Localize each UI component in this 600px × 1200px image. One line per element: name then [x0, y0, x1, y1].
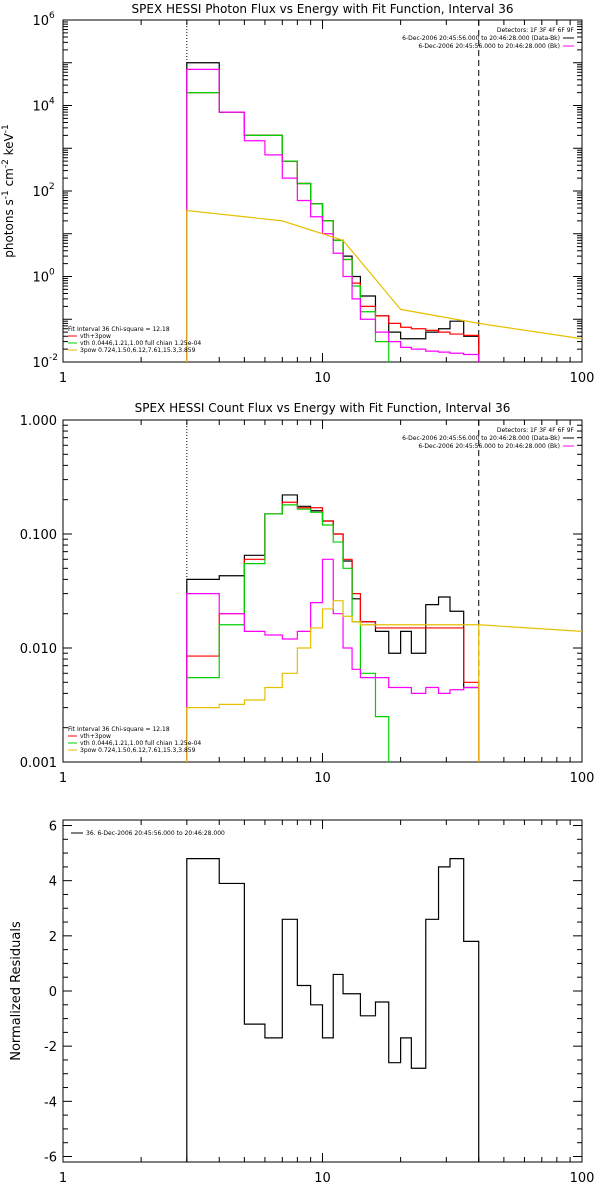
fit-legend-text: 3pow 0.724,1.50,6.12,7.61,15.3,3.859 — [80, 747, 196, 754]
top-legend: Detectors: 1F 3F 4F 6F 9F6-Dec-2006 20:4… — [402, 27, 574, 50]
y-tick-label: -6 — [44, 1150, 57, 1165]
plot-area — [186, 420, 582, 762]
fit-legend: Fit Interval 36 Chi-square = 12.18vth+3p… — [68, 326, 201, 354]
chart-title: SPEX HESSI Count Flux vs Energy with Fit… — [135, 401, 511, 415]
residual-legend: 36. 6-Dec-2006 20:45:56.000 to 20:46:28.… — [71, 830, 225, 837]
plot-area — [186, 20, 582, 362]
y-tick-label: 1.000 — [20, 414, 57, 429]
y-tick-label: 10 — [32, 356, 49, 371]
legend-detectors: Detectors: 1F 3F 4F 6F 9F — [497, 427, 575, 434]
y-tick-label: 10 — [32, 185, 49, 200]
y-axis-label-part: -2 — [1, 159, 11, 168]
legend-entry-text: 6-Dec-2006 20:45:56.000 to 20:46:28.000 … — [402, 35, 560, 42]
y-axis-label-part: keV — [2, 132, 16, 159]
legend-entry-text: 6-Dec-2006 20:45:56.000 to 20:46:28.000 … — [418, 43, 560, 50]
x-tick-label: 100 — [570, 771, 595, 786]
y-axis-label-part: -1 — [1, 124, 11, 133]
chart-panel-3: 1 10 100 -6 -4 -2 0 2 4 6 Normalized Residuals 36. … — [9, 819, 595, 1186]
y-tick-exponent: 6 — [49, 11, 55, 21]
series-vth — [186, 504, 390, 762]
y-tick-label: -2 — [44, 1040, 57, 1055]
axes-frame — [62, 19, 583, 363]
series-power-law — [186, 209, 582, 362]
chart-panel-1: SPEX HESSI Photon Flux vs Energy with Fi… — [1, 2, 595, 386]
y-tick-label: 4 — [49, 875, 57, 890]
fit-legend-header: Fit Interval 36 Chi-square = 12.18 — [68, 726, 170, 733]
residual-legend-text: 36. 6-Dec-2006 20:45:56.000 to 20:46:28.… — [86, 830, 225, 837]
legend-detectors: Detectors: 1F 3F 4F 6F 9F — [497, 27, 575, 34]
series-power-law — [478, 624, 582, 632]
fit-legend: Fit Interval 36 Chi-square = 12.18vth+3p… — [68, 726, 201, 754]
fit-legend-text: vth 0.0446,1.21,1.00 full chian 1.25e-04 — [80, 740, 201, 747]
x-tick-label: 100 — [570, 1171, 595, 1186]
legend-entry-text: 6-Dec-2006 20:45:56.000 to 20:46:28.000 … — [402, 435, 560, 442]
y-tick-label: 10 — [32, 271, 49, 286]
plot-area — [186, 858, 480, 1162]
y-axis-label-part: cm — [2, 168, 16, 190]
y-axis-label: Normalized Residuals — [9, 921, 24, 1061]
chart-panel-2: SPEX HESSI Count Flux vs Energy with Fit… — [20, 401, 595, 786]
fit-legend-text: 3pow 0.724,1.50,6.12,7.61,15.3,3.859 — [80, 347, 196, 354]
x-tick-label: 10 — [314, 371, 331, 386]
x-tick-label: 100 — [570, 371, 595, 386]
y-tick-exponent: 4 — [49, 97, 55, 107]
y-axis-label-part: -1 — [1, 190, 11, 199]
y-axis-label: photons s-1 cm-2 keV-1 — [1, 124, 16, 258]
series-bk — [186, 68, 480, 362]
top-legend: Detectors: 1F 3F 4F 6F 9F6-Dec-2006 20:4… — [402, 427, 574, 450]
y-tick-exponent: 0 — [49, 268, 55, 278]
fit-legend-text: vth+3pow — [80, 733, 111, 740]
series-3pow — [186, 600, 480, 762]
y-axis-label-part: photons s — [2, 199, 16, 258]
y-tick-exponent: -2 — [49, 353, 58, 363]
y-tick-exponent: 2 — [49, 182, 55, 192]
y-tick-label: 6 — [49, 820, 57, 835]
x-tick-label: 10 — [314, 1171, 331, 1186]
series-bk — [186, 558, 480, 762]
series-vth — [186, 92, 390, 362]
axes-frame — [62, 819, 583, 1163]
y-tick-label: 10 — [32, 100, 49, 115]
legend-entry-text: 6-Dec-2006 20:45:56.000 to 20:46:28.000 … — [418, 443, 560, 450]
y-tick-label: 10 — [32, 14, 49, 29]
fit-legend-text: vth 0.0446,1.21,1.00 full chian 1.25e-04 — [80, 340, 201, 347]
x-tick-label: 1 — [59, 1171, 67, 1186]
y-tick-label: 0.010 — [20, 642, 57, 657]
x-tick-label: 1 — [59, 771, 67, 786]
y-tick-label: 0.001 — [20, 756, 57, 771]
series-residuals — [186, 858, 480, 1162]
fit-legend-text: vth+3pow — [80, 333, 111, 340]
x-tick-label: 10 — [314, 771, 331, 786]
y-tick-label: -4 — [44, 1095, 57, 1110]
series-vth-3pow — [186, 501, 480, 762]
chart-title: SPEX HESSI Photon Flux vs Energy with Fi… — [132, 2, 514, 16]
fit-legend-header: Fit Interval 36 Chi-square = 12.18 — [68, 326, 170, 333]
y-tick-label: 2 — [49, 930, 57, 945]
y-tick-label: 0 — [49, 985, 57, 1000]
y-tick-label: 0.100 — [20, 528, 57, 543]
x-tick-label: 1 — [59, 371, 67, 386]
